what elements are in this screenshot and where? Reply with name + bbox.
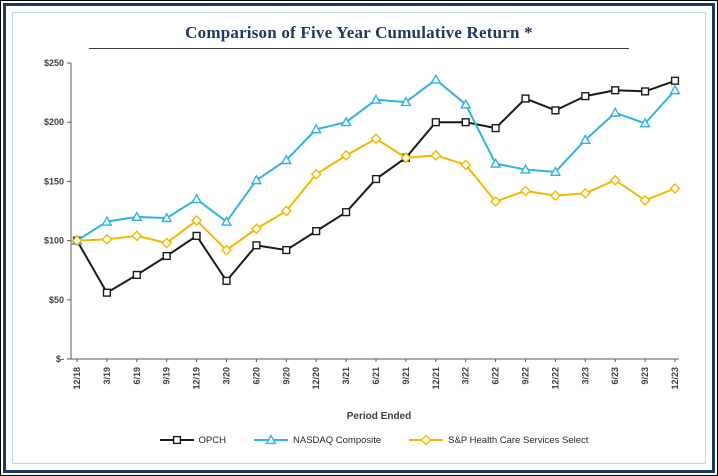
svg-text:9/21: 9/21 (401, 367, 411, 385)
legend-swatch-nasdaq (254, 434, 288, 445)
legend-swatch-opch (159, 435, 194, 445)
legend: OPCH NASDAQ Composite S&P Health Care Se… (130, 434, 588, 446)
chart-plot: $- $50 $100 $150 $200 $250 12/18 3/19 6/19 9/19 12… (44, 58, 681, 390)
svg-text:3/23: 3/23 (580, 367, 590, 385)
svg-text:6/21: 6/21 (371, 367, 381, 385)
svg-text:$200: $200 (44, 117, 64, 127)
svg-text:6/23: 6/23 (610, 367, 620, 385)
svg-text:$-: $- (56, 354, 64, 364)
svg-text:3/21: 3/21 (341, 367, 351, 385)
svg-text:3/20: 3/20 (222, 367, 232, 385)
svg-text:12/18: 12/18 (72, 367, 82, 390)
svg-text:12/21: 12/21 (431, 367, 441, 390)
svg-text:6/20: 6/20 (251, 367, 261, 385)
svg-text:3/22: 3/22 (461, 367, 471, 385)
chart-title: Comparison of Five Year Cumulative Retur… (185, 23, 533, 42)
plot-area-wrap: $- $50 $100 $150 $200 $250 12/18 3/19 6/19 9/19 12… (23, 53, 695, 410)
chart-container: Comparison of Five Year Cumulative Retur… (12, 12, 706, 464)
svg-text:$150: $150 (44, 176, 64, 186)
svg-text:6/19: 6/19 (132, 367, 142, 385)
legend-item-opch: OPCH (159, 434, 226, 446)
svg-text:3/19: 3/19 (102, 367, 112, 385)
svg-text:$50: $50 (49, 295, 64, 305)
legend-item-nasdaq: NASDAQ Composite (254, 434, 381, 446)
x-axis-title: Period Ended (346, 411, 412, 422)
svg-text:6/22: 6/22 (491, 367, 501, 385)
legend-swatch-sp (409, 434, 444, 446)
svg-text:9/23: 9/23 (640, 367, 650, 385)
svg-text:12/20: 12/20 (311, 367, 321, 390)
svg-text:12/19: 12/19 (192, 367, 202, 390)
legend-label-opch: OPCH (198, 434, 226, 446)
legend-label-sp: S&P Health Care Services Select (448, 434, 589, 446)
title-underline: Comparison of Five Year Cumulative Retur… (89, 23, 629, 49)
svg-text:9/19: 9/19 (162, 367, 172, 385)
svg-text:9/22: 9/22 (521, 367, 531, 385)
svg-text:12/23: 12/23 (670, 367, 680, 390)
svg-text:$100: $100 (44, 236, 64, 246)
chart-outer-border: Comparison of Five Year Cumulative Retur… (3, 3, 715, 473)
svg-text:9/20: 9/20 (281, 367, 291, 385)
svg-text:$250: $250 (44, 58, 64, 68)
legend-label-nasdaq: NASDAQ Composite (293, 434, 382, 446)
legend-item-sp: S&P Health Care Services Select (409, 434, 588, 446)
svg-text:12/22: 12/22 (550, 367, 560, 390)
